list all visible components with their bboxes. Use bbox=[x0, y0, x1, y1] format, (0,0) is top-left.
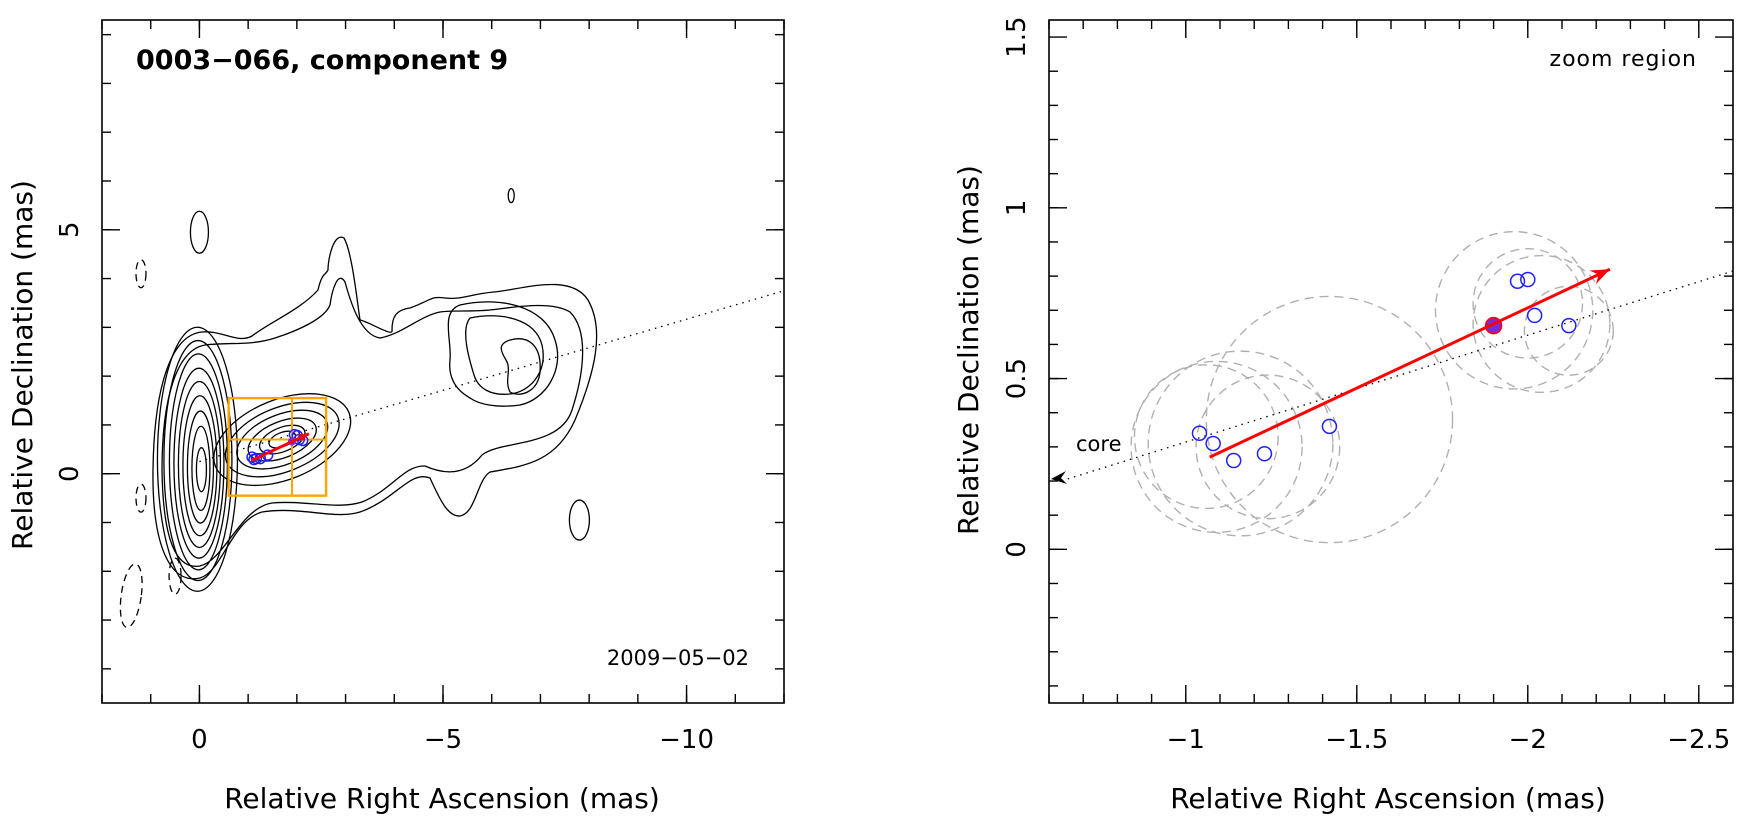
x-axis-label: Relative Right Ascension (mas) bbox=[1170, 782, 1606, 815]
contour-2 bbox=[161, 277, 584, 567]
contour-negative-4 bbox=[119, 563, 143, 629]
contour-map bbox=[119, 187, 598, 629]
axis-ticks: 0 −5 −10 0 5 bbox=[55, 20, 785, 755]
contour-core-0 bbox=[156, 326, 239, 592]
y-tick-label: 5 bbox=[55, 222, 85, 239]
error-circle bbox=[1434, 230, 1594, 390]
arrow-shaft bbox=[1209, 267, 1611, 459]
x-tick-label: −2.5 bbox=[1667, 725, 1730, 755]
component-marker bbox=[250, 452, 263, 465]
jet-axis bbox=[199, 290, 785, 463]
error-circle bbox=[1133, 364, 1279, 510]
x-axis-label: Relative Right Ascension (mas) bbox=[224, 782, 660, 815]
contour-negative-3 bbox=[168, 557, 182, 595]
contour-core-7 bbox=[191, 425, 211, 512]
contour-jet-1 bbox=[224, 401, 340, 478]
arrow-shaft bbox=[250, 432, 310, 462]
axis-ticks: −1 −1.5 −2 −2.5 0 0.5 1 1.5 bbox=[1002, 16, 1733, 755]
x-tick-label: −1 bbox=[1167, 725, 1205, 755]
core-direction-line bbox=[1051, 270, 1734, 485]
right-panel: −1 −1.5 −2 −2.5 0 0.5 1 1.5 zoom region core Re… bbox=[952, 16, 1734, 815]
contour-knot-2 bbox=[465, 315, 544, 395]
error-circle bbox=[1472, 254, 1611, 394]
contour-core-8 bbox=[195, 447, 208, 493]
contour-core-6 bbox=[186, 410, 215, 524]
component-marker bbox=[1509, 273, 1526, 289]
contour-island-2 bbox=[507, 187, 515, 204]
error-circles bbox=[1130, 230, 1615, 544]
y-tick-label: 1 bbox=[1002, 200, 1032, 217]
arrow-head bbox=[1589, 269, 1610, 285]
y-tick-label: 1.5 bbox=[1002, 16, 1032, 57]
velocity-arrow bbox=[250, 432, 310, 462]
zoom-region-label: zoom region bbox=[1550, 47, 1697, 72]
error-circle bbox=[1205, 295, 1454, 544]
component-marker bbox=[1225, 452, 1242, 469]
y-tick-label: 0.5 bbox=[1002, 358, 1032, 399]
core-label: core bbox=[1076, 432, 1122, 456]
observation-date: 2009−05−02 bbox=[607, 646, 749, 670]
plot-frame bbox=[1048, 19, 1734, 704]
error-circle bbox=[1472, 248, 1584, 359]
contour-jet-4 bbox=[258, 424, 306, 455]
zoom-box bbox=[227, 396, 328, 497]
component-marker bbox=[1205, 435, 1221, 452]
jet-axis-line bbox=[199, 290, 785, 463]
x-tick-label: −1.5 bbox=[1325, 725, 1388, 755]
contour-negative-2 bbox=[135, 483, 147, 513]
contour-core-5 bbox=[182, 395, 218, 537]
x-tick-label: −5 bbox=[424, 725, 462, 755]
plot-frame bbox=[101, 19, 785, 704]
contour-core-1 bbox=[163, 339, 233, 582]
y-axis-label: Relative Declination (mas) bbox=[952, 165, 985, 535]
error-circle bbox=[1523, 285, 1615, 376]
y-tick-label: 0 bbox=[1002, 541, 1032, 558]
velocity-arrow bbox=[1209, 267, 1611, 459]
contour-knot-3 bbox=[500, 338, 541, 395]
zoom-box-rect bbox=[227, 396, 328, 497]
component-marker bbox=[1526, 307, 1543, 324]
component-marker bbox=[1561, 317, 1577, 334]
component-markers bbox=[1191, 271, 1577, 469]
component-marker bbox=[1321, 418, 1338, 435]
core-direction-dotted bbox=[1060, 270, 1734, 482]
component-marker bbox=[1191, 425, 1208, 441]
contour-core-3 bbox=[173, 367, 225, 559]
x-tick-label: −2 bbox=[1509, 725, 1547, 755]
x-tick-label: 0 bbox=[191, 725, 208, 755]
contour-jet-0 bbox=[213, 393, 352, 487]
error-circle bbox=[1195, 374, 1341, 520]
contour-core-4 bbox=[177, 380, 222, 549]
core-arrow-head bbox=[1051, 471, 1067, 485]
arrow-head bbox=[297, 433, 310, 443]
component-marker bbox=[1520, 271, 1536, 288]
plot-title: 0003−066, component 9 bbox=[136, 45, 508, 76]
left-panel: 0 −5 −10 0 5 0003−066, component 9 2009−05−0… bbox=[6, 19, 785, 815]
contour-island-3 bbox=[568, 499, 591, 541]
y-axis-label: Relative Declination (mas) bbox=[6, 180, 39, 550]
contour-core-2 bbox=[168, 353, 229, 571]
x-tick-label: −10 bbox=[659, 725, 714, 755]
y-tick-label: 0 bbox=[55, 465, 85, 482]
error-circle bbox=[1130, 360, 1303, 534]
error-circle bbox=[1147, 350, 1334, 537]
contour-knot-outer bbox=[447, 301, 559, 407]
component-marker bbox=[1256, 445, 1273, 462]
contour-negative-1 bbox=[135, 259, 147, 289]
contour-island-1 bbox=[189, 210, 210, 254]
